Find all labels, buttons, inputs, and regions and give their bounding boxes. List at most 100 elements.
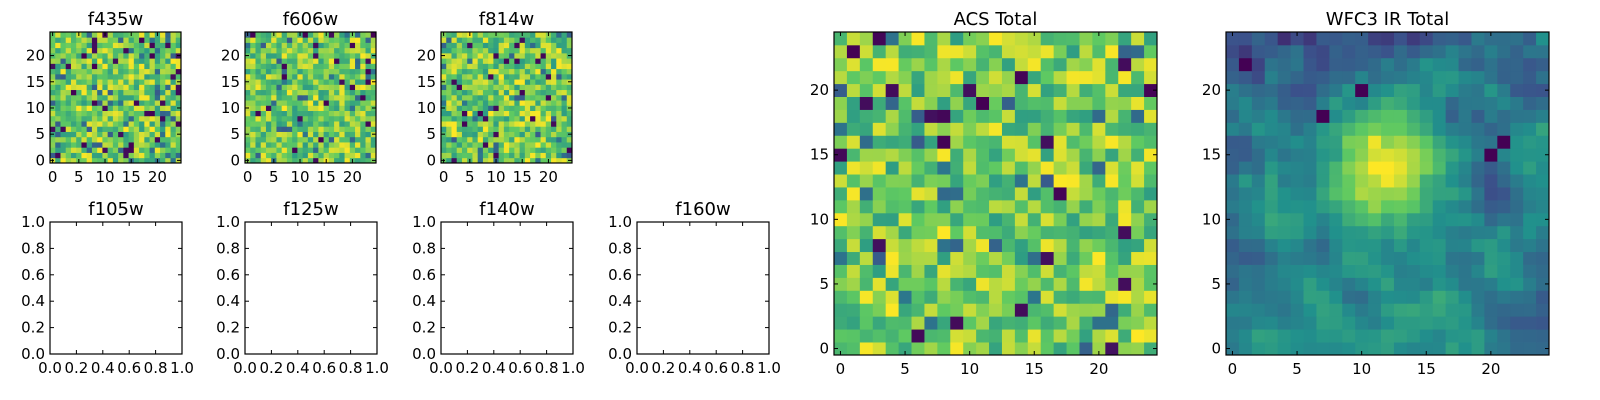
heatmap-cell xyxy=(950,264,964,278)
heatmap-cell xyxy=(524,105,531,111)
heatmap-cell xyxy=(118,100,124,106)
heatmap-cell xyxy=(1226,225,1240,240)
heatmap-cell xyxy=(1368,199,1382,214)
heatmap-cell xyxy=(540,126,547,132)
heatmap-cell xyxy=(524,42,531,49)
heatmap-cell xyxy=(318,142,324,148)
heatmap-cell xyxy=(950,135,964,149)
heatmap-cell xyxy=(154,142,161,148)
heatmap-cell xyxy=(360,126,366,132)
heatmap-cell xyxy=(1277,161,1291,175)
heatmap-cell xyxy=(165,115,171,122)
heatmap-cell xyxy=(530,79,536,85)
heatmap-cell xyxy=(55,68,61,75)
heatmap-cell xyxy=(1264,225,1279,240)
y-tick-label: 0 xyxy=(35,151,45,169)
heatmap-cell xyxy=(456,110,463,117)
heatmap-cell xyxy=(898,342,912,356)
x-tick-label: 5 xyxy=(900,360,910,378)
heatmap-cell xyxy=(834,329,848,343)
heatmap-cell xyxy=(1432,174,1447,188)
heatmap-cell xyxy=(255,42,262,49)
heatmap-cell xyxy=(461,152,468,159)
heatmap-cell xyxy=(245,142,251,148)
heatmap-cell xyxy=(1277,109,1291,123)
heatmap-cell xyxy=(924,32,938,46)
heatmap-cell xyxy=(1523,238,1537,253)
heatmap-cell xyxy=(50,63,56,70)
heatmap-cell xyxy=(1497,329,1511,343)
heatmap-cell xyxy=(55,32,61,38)
heatmap-cell xyxy=(107,110,114,117)
heatmap-cell xyxy=(1510,277,1524,291)
heatmap-cell xyxy=(989,251,1003,265)
heatmap-cell xyxy=(859,83,874,97)
heatmap-cell xyxy=(451,42,458,49)
heatmap-cell xyxy=(160,63,166,70)
heatmap-cell xyxy=(281,47,288,54)
heatmap-cell xyxy=(976,199,990,214)
heatmap-cell xyxy=(1419,199,1434,214)
heatmap-cell xyxy=(556,152,562,159)
heatmap-cell xyxy=(524,131,531,138)
heatmap-cell xyxy=(154,42,161,49)
heatmap-cell xyxy=(1536,109,1550,123)
heatmap-cell xyxy=(313,100,319,106)
heatmap-cell xyxy=(1393,212,1408,227)
heatmap-cell xyxy=(260,100,267,106)
heatmap-cell xyxy=(551,105,557,111)
heatmap-cell xyxy=(937,264,951,278)
heatmap-cell xyxy=(885,251,899,265)
heatmap-cell xyxy=(1027,122,1042,136)
heatmap-cell xyxy=(1471,122,1485,136)
heatmap-cell xyxy=(255,68,262,75)
heatmap-cell xyxy=(441,42,447,49)
heatmap-cell xyxy=(846,329,861,343)
heatmap-cell xyxy=(107,63,114,70)
heatmap-cell xyxy=(255,147,262,153)
heatmap-cell xyxy=(297,58,304,64)
heatmap-cell xyxy=(149,100,156,106)
heatmap-cell xyxy=(349,131,356,138)
heatmap-cell xyxy=(1303,238,1317,253)
heatmap-cell xyxy=(323,100,330,106)
heatmap-cell xyxy=(1027,264,1042,278)
heatmap-cell xyxy=(265,152,272,159)
heatmap-cell xyxy=(1027,44,1042,59)
heatmap-cell xyxy=(118,126,124,132)
heatmap-cell xyxy=(250,84,256,91)
heatmap-cell xyxy=(551,89,557,96)
heatmap-cell xyxy=(911,96,925,110)
heatmap-cell xyxy=(519,147,526,153)
heatmap-cell xyxy=(1303,148,1317,162)
heatmap-cell xyxy=(1264,290,1279,304)
heatmap-cell xyxy=(1251,187,1266,201)
heatmap-cell xyxy=(898,238,912,253)
heatmap-cell xyxy=(498,58,505,64)
heatmap-cell xyxy=(50,121,56,127)
heatmap-cell xyxy=(1484,303,1498,317)
heatmap-cell xyxy=(370,73,377,80)
heatmap-cell xyxy=(472,84,479,91)
heatmap-cell xyxy=(334,142,340,148)
heatmap-cell xyxy=(556,58,562,64)
heatmap-cell xyxy=(545,37,552,43)
heatmap-cell xyxy=(519,142,526,148)
heatmap-cell xyxy=(1264,32,1279,46)
heatmap-cell xyxy=(118,52,124,59)
heatmap-cell xyxy=(1238,316,1253,330)
heatmap-cell xyxy=(50,58,56,64)
heatmap-cell xyxy=(509,105,515,111)
heatmap-cell xyxy=(250,157,256,164)
heatmap-cell xyxy=(165,100,171,106)
heatmap-cell xyxy=(1368,122,1382,136)
heatmap-cell xyxy=(344,58,351,64)
heatmap-cell xyxy=(1118,342,1132,356)
heatmap-cell xyxy=(1316,83,1330,97)
x-tick-label: 0 xyxy=(836,360,846,378)
heatmap-cell xyxy=(1471,264,1485,278)
heatmap-cell xyxy=(1053,187,1067,201)
heatmap-cell xyxy=(170,63,177,70)
heatmap-cell xyxy=(1406,44,1421,59)
heatmap-cell xyxy=(963,199,977,214)
